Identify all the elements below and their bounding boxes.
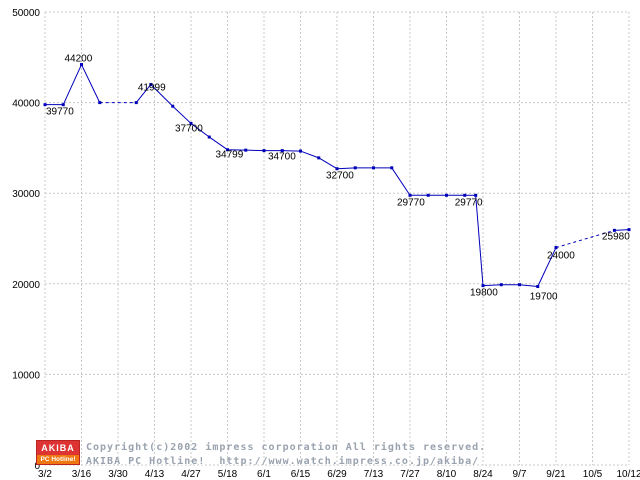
price-line-segment <box>614 229 630 231</box>
x-axis-tick-label: 5/18 <box>218 469 238 480</box>
data-point-marker <box>408 193 412 197</box>
data-point-marker <box>426 193 430 197</box>
price-line-segment <box>62 64 82 105</box>
price-line-segment <box>318 157 338 170</box>
site-url-text: AKIBA PC Hotline! http://www.watch.impre… <box>86 456 480 467</box>
price-line-segment <box>300 150 319 159</box>
data-point-marker <box>474 193 478 197</box>
data-point-marker <box>463 193 467 197</box>
data-point-label: 34700 <box>268 152 296 163</box>
x-axis-tick-label: 6/15 <box>291 469 311 480</box>
data-point-marker <box>244 148 248 152</box>
y-axis-tick-label: 10000 <box>12 370 40 381</box>
data-point-marker <box>98 101 102 105</box>
data-point-marker <box>317 156 321 160</box>
y-axis-tick-label: 20000 <box>12 280 40 291</box>
x-axis-tick-label: 8/10 <box>437 469 457 480</box>
x-axis-tick-label: 4/27 <box>181 469 201 480</box>
data-point-marker <box>335 167 339 171</box>
x-axis-tick-label: 6/29 <box>327 469 347 480</box>
data-point-label: 19800 <box>470 288 498 299</box>
data-point-marker <box>61 103 65 107</box>
data-point-marker <box>445 193 448 197</box>
x-axis-tick-label: 6/1 <box>257 469 271 480</box>
x-axis-tick-label: 8/24 <box>473 469 493 480</box>
price-line-segment <box>475 195 484 286</box>
y-axis-tick-label: 0 <box>34 461 40 472</box>
data-point-label: 34799 <box>216 150 244 161</box>
data-point-marker <box>536 285 540 289</box>
data-point-marker <box>353 166 357 170</box>
data-point-label: 29770 <box>455 197 483 208</box>
data-point-marker <box>80 63 83 67</box>
data-point-label: 19700 <box>530 292 558 303</box>
pc-hotline-logo-text: PC Hotline! <box>37 455 79 464</box>
data-point-marker <box>262 149 266 153</box>
data-point-marker <box>554 246 558 250</box>
price-line-segment <box>537 247 557 287</box>
price-line-segment <box>150 84 174 107</box>
data-point-marker <box>226 148 229 152</box>
y-axis-tick-label: 30000 <box>12 189 40 200</box>
akiba-logo-text: AKIBA <box>37 441 79 455</box>
price-line-segment <box>555 229 615 249</box>
price-line-segment <box>190 123 210 138</box>
price-line-segment <box>391 167 411 196</box>
data-point-marker <box>518 283 521 287</box>
data-point-marker <box>280 149 284 153</box>
x-axis-tick-label: 9/21 <box>546 469 566 480</box>
footer-text-block: Copyright(c)2002 impress corporation All… <box>86 440 486 469</box>
x-axis-tick-label: 9/7 <box>513 469 527 480</box>
price-line-segment <box>336 167 356 170</box>
price-line-segment <box>519 284 538 288</box>
data-point-label: 25980 <box>602 232 630 243</box>
x-axis-tick-label: 3/2 <box>38 469 52 480</box>
data-point-marker <box>499 283 503 287</box>
data-point-marker <box>481 284 485 288</box>
x-axis-tick-label: 3/16 <box>72 469 92 480</box>
data-point-label: 41999 <box>138 82 166 93</box>
data-point-label: 44200 <box>65 54 93 65</box>
price-line-segment <box>482 284 502 287</box>
data-point-marker <box>627 228 631 232</box>
x-axis-tick-label: 3/30 <box>108 469 128 480</box>
price-line-segment <box>208 136 228 151</box>
x-axis-tick-label: 7/27 <box>400 469 420 480</box>
x-axis-tick-label: 4/13 <box>145 469 165 480</box>
data-point-marker <box>612 228 616 232</box>
data-point-marker <box>372 166 375 170</box>
data-point-label: 24000 <box>547 251 575 262</box>
data-point-label: 29770 <box>397 197 425 208</box>
data-point-marker <box>299 149 302 153</box>
akiba-pc-hotline-logo: AKIBA PC Hotline! <box>36 440 80 465</box>
x-axis-tick-label: 10/12 <box>616 469 640 480</box>
data-point-label: 37700 <box>175 123 203 134</box>
footer: AKIBA PC Hotline! Copyright(c)2002 impre… <box>36 440 486 469</box>
data-point-marker <box>390 166 394 170</box>
price-line-segment <box>135 84 152 103</box>
data-point-marker <box>43 103 47 107</box>
data-point-marker <box>134 101 138 105</box>
data-point-marker <box>171 104 175 108</box>
x-axis-tick-label: 10/5 <box>583 469 603 480</box>
y-axis-tick-label: 40000 <box>12 99 40 110</box>
data-point-label: 32700 <box>326 171 354 182</box>
x-axis-tick-label: 7/13 <box>364 469 384 480</box>
price-line-segment <box>172 105 192 124</box>
y-axis-tick-label: 50000 <box>12 8 40 19</box>
data-point-marker <box>149 82 153 86</box>
price-line-segment <box>81 64 101 103</box>
data-point-marker <box>189 121 193 125</box>
data-point-marker <box>207 135 211 139</box>
copyright-text: Copyright(c)2002 impress corporation All… <box>86 442 487 453</box>
data-point-label: 39770 <box>46 107 74 118</box>
